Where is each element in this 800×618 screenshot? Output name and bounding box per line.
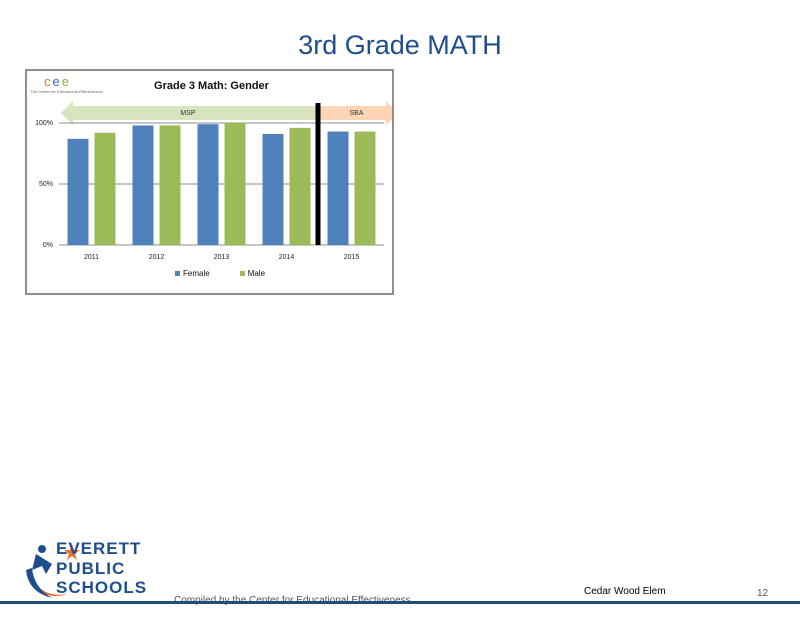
bar-female-2013: [197, 124, 219, 245]
bar-female-2011: [67, 138, 89, 245]
figure-body-icon: [32, 554, 52, 574]
bar-male-2012: [159, 125, 181, 245]
everett-public-schools-logo: [26, 544, 80, 598]
y-tick-label: 50%: [39, 181, 53, 188]
star-icon: [64, 544, 80, 560]
bar-male-2013: [224, 123, 246, 245]
chart-frame: cee The Center for Educational Effective…: [25, 69, 394, 295]
legend-swatch: [175, 271, 180, 276]
legend-item-female: Female: [175, 269, 210, 278]
school-name: Cedar Wood Elem: [584, 586, 666, 597]
legend-label: Male: [247, 269, 266, 278]
legend-item-male: Male: [239, 269, 266, 278]
figure-head-icon: [38, 545, 46, 553]
cee-logo: cee: [44, 74, 71, 89]
x-tick-label: 2011: [84, 254, 99, 261]
assessment-label-sba: SBA: [349, 110, 363, 117]
x-tick-label: 2015: [344, 254, 360, 261]
assessment-label-msp: MSP: [180, 110, 196, 117]
bar-female-2015: [327, 131, 349, 245]
bar-male-2011: [94, 132, 116, 245]
x-tick-label: 2012: [149, 254, 165, 261]
legend-label: Female: [183, 269, 210, 278]
cee-logo-letter-e1: e: [52, 74, 62, 89]
page-number: 12: [757, 588, 769, 599]
bar-female-2012: [132, 125, 154, 245]
district-name-line-3: SCHOOLS: [56, 578, 148, 597]
bar-male-2014: [289, 127, 311, 245]
cee-logo-letter-c: c: [44, 74, 53, 89]
globe-swoosh-blue-icon: [26, 568, 52, 598]
footer-rule: [0, 601, 800, 604]
chart-plot: MSP SBA 0% 50% 100% 2011 2012 2013 2014 2015: [35, 101, 392, 261]
slide-title: 3rd Grade MATH: [298, 30, 502, 60]
y-tick-label: 100%: [35, 120, 53, 127]
bar-male-2015: [354, 131, 376, 245]
cee-logo-letter-e2: e: [61, 74, 71, 89]
district-name-line-1: EVERETT: [56, 539, 142, 558]
district-name-line-2: PUBLIC: [56, 559, 126, 578]
chart-legend: Female Male: [175, 269, 265, 278]
assessment-arrow-sba: [315, 101, 392, 125]
cee-logo-subtitle: The Center for Educational Effectiveness: [30, 89, 103, 94]
legend-swatch: [239, 271, 245, 276]
x-tick-label: 2013: [214, 254, 230, 261]
assessment-arrow-msp: [61, 101, 315, 125]
bar-female-2014: [262, 133, 284, 245]
y-tick-label: 0%: [43, 242, 53, 249]
x-tick-label: 2014: [279, 254, 295, 261]
footer-credit: Compiled by the Center for Educational E…: [174, 595, 411, 606]
chart-title: Grade 3 Math: Gender: [154, 80, 269, 92]
